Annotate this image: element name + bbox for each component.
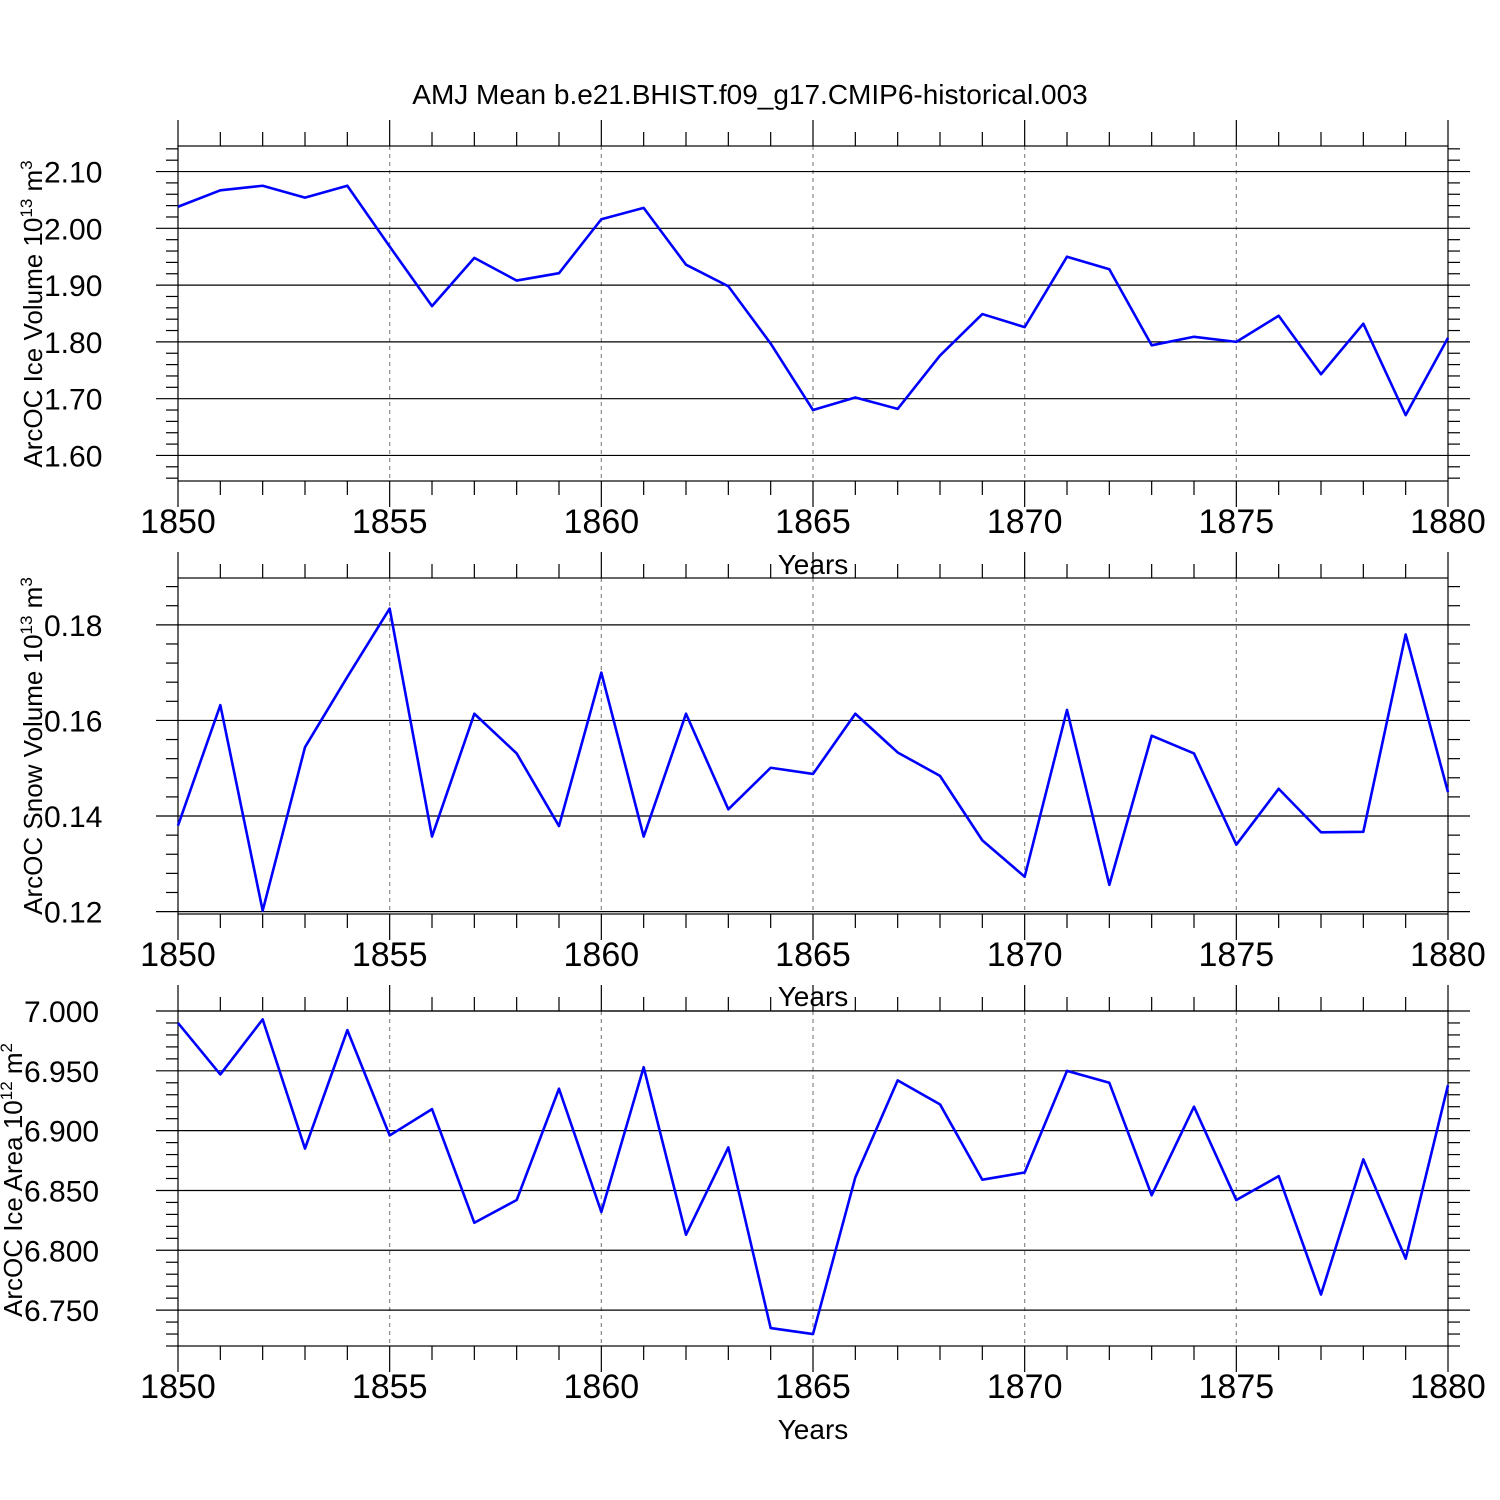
x-tick-label-ice-volume-5: 1875 bbox=[1199, 503, 1275, 541]
x-tick-label-snow-volume-1: 1855 bbox=[352, 936, 428, 974]
y-tick-label-ice-volume-1: 1.70 bbox=[44, 384, 102, 417]
y-axis-label-snow-volume: ArcOC Snow Volume 1013 m3 bbox=[17, 577, 48, 915]
panel-ice-volume: 1850 1855 1860 1865 1870 1875 1880 1.60 1.70 1.80… bbox=[44, 120, 1486, 541]
y-axis-label-ice-volume: ArcOC Ice Volume 1013 m3 bbox=[17, 160, 48, 467]
y-tick-label-snow-volume-1: 0.14 bbox=[44, 801, 102, 834]
y-axis-label-ice-area: ArcOC Ice Area 1012 m2 bbox=[0, 1043, 28, 1317]
x-tick-label-ice-area-4: 1870 bbox=[987, 1368, 1063, 1406]
x-tick-label-snow-volume-4: 1870 bbox=[987, 936, 1063, 974]
x-tick-label-ice-volume-6: 1880 bbox=[1410, 503, 1486, 541]
y-tick-label-ice-volume-3: 1.90 bbox=[44, 270, 102, 303]
series-line-ice-area bbox=[176, 1018, 1450, 1336]
y-tick-label-snow-volume-3: 0.18 bbox=[44, 610, 102, 643]
chart-title: AMJ Mean b.e21.BHIST.f09_g17.CMIP6-histo… bbox=[412, 79, 1087, 110]
series-line-snow-volume bbox=[176, 607, 1450, 912]
y-tick-label-snow-volume-0: 0.12 bbox=[44, 897, 102, 930]
x-tick-label-ice-volume-2: 1860 bbox=[564, 503, 640, 541]
x-tick-label-ice-area-5: 1875 bbox=[1199, 1368, 1275, 1406]
y-tick-label-snow-volume-2: 0.16 bbox=[44, 705, 102, 738]
x-axis-label-ice-area: Years bbox=[778, 1414, 849, 1445]
y-tick-label-ice-area-1: 6.800 bbox=[24, 1235, 99, 1268]
y-tick-label-ice-area-2: 6.850 bbox=[24, 1175, 99, 1208]
x-tick-label-snow-volume-6: 1880 bbox=[1410, 936, 1486, 974]
panel-snow-volume: 1850 1855 1860 1865 1870 1875 1880 0.12 0.14 0.16… bbox=[44, 552, 1486, 974]
y-tick-label-ice-area-3: 6.900 bbox=[24, 1116, 99, 1149]
x-tick-label-ice-area-1: 1855 bbox=[352, 1368, 428, 1406]
x-tick-label-ice-area-2: 1860 bbox=[564, 1368, 640, 1406]
x-tick-label-ice-area-0: 1850 bbox=[140, 1368, 216, 1406]
x-tick-label-ice-volume-1: 1855 bbox=[352, 503, 428, 541]
x-tick-label-ice-area-6: 1880 bbox=[1410, 1368, 1486, 1406]
y-tick-label-ice-volume-2: 1.80 bbox=[44, 327, 102, 360]
x-tick-label-snow-volume-3: 1865 bbox=[775, 936, 851, 974]
x-tick-label-snow-volume-0: 1850 bbox=[140, 936, 216, 974]
x-tick-label-ice-volume-3: 1865 bbox=[775, 503, 851, 541]
y-tick-label-ice-area-0: 6.750 bbox=[24, 1295, 99, 1328]
x-tick-label-ice-volume-0: 1850 bbox=[140, 503, 216, 541]
y-tick-label-ice-volume-5: 2.10 bbox=[44, 157, 102, 190]
series-line-ice-volume bbox=[177, 184, 1450, 417]
y-tick-label-ice-area-5: 7.000 bbox=[24, 996, 99, 1029]
y-tick-label-ice-volume-4: 2.00 bbox=[44, 213, 102, 246]
x-tick-label-ice-volume-4: 1870 bbox=[987, 503, 1063, 541]
x-tick-label-snow-volume-5: 1875 bbox=[1199, 936, 1275, 974]
x-tick-label-snow-volume-2: 1860 bbox=[564, 936, 640, 974]
y-tick-label-ice-volume-0: 1.60 bbox=[44, 440, 102, 473]
y-tick-label-ice-area-4: 6.950 bbox=[24, 1056, 99, 1089]
panel-ice-area: 1850 1855 1860 1865 1870 1875 1880 6.750 6.800 6.… bbox=[24, 985, 1486, 1406]
x-tick-label-ice-area-3: 1865 bbox=[775, 1368, 851, 1406]
